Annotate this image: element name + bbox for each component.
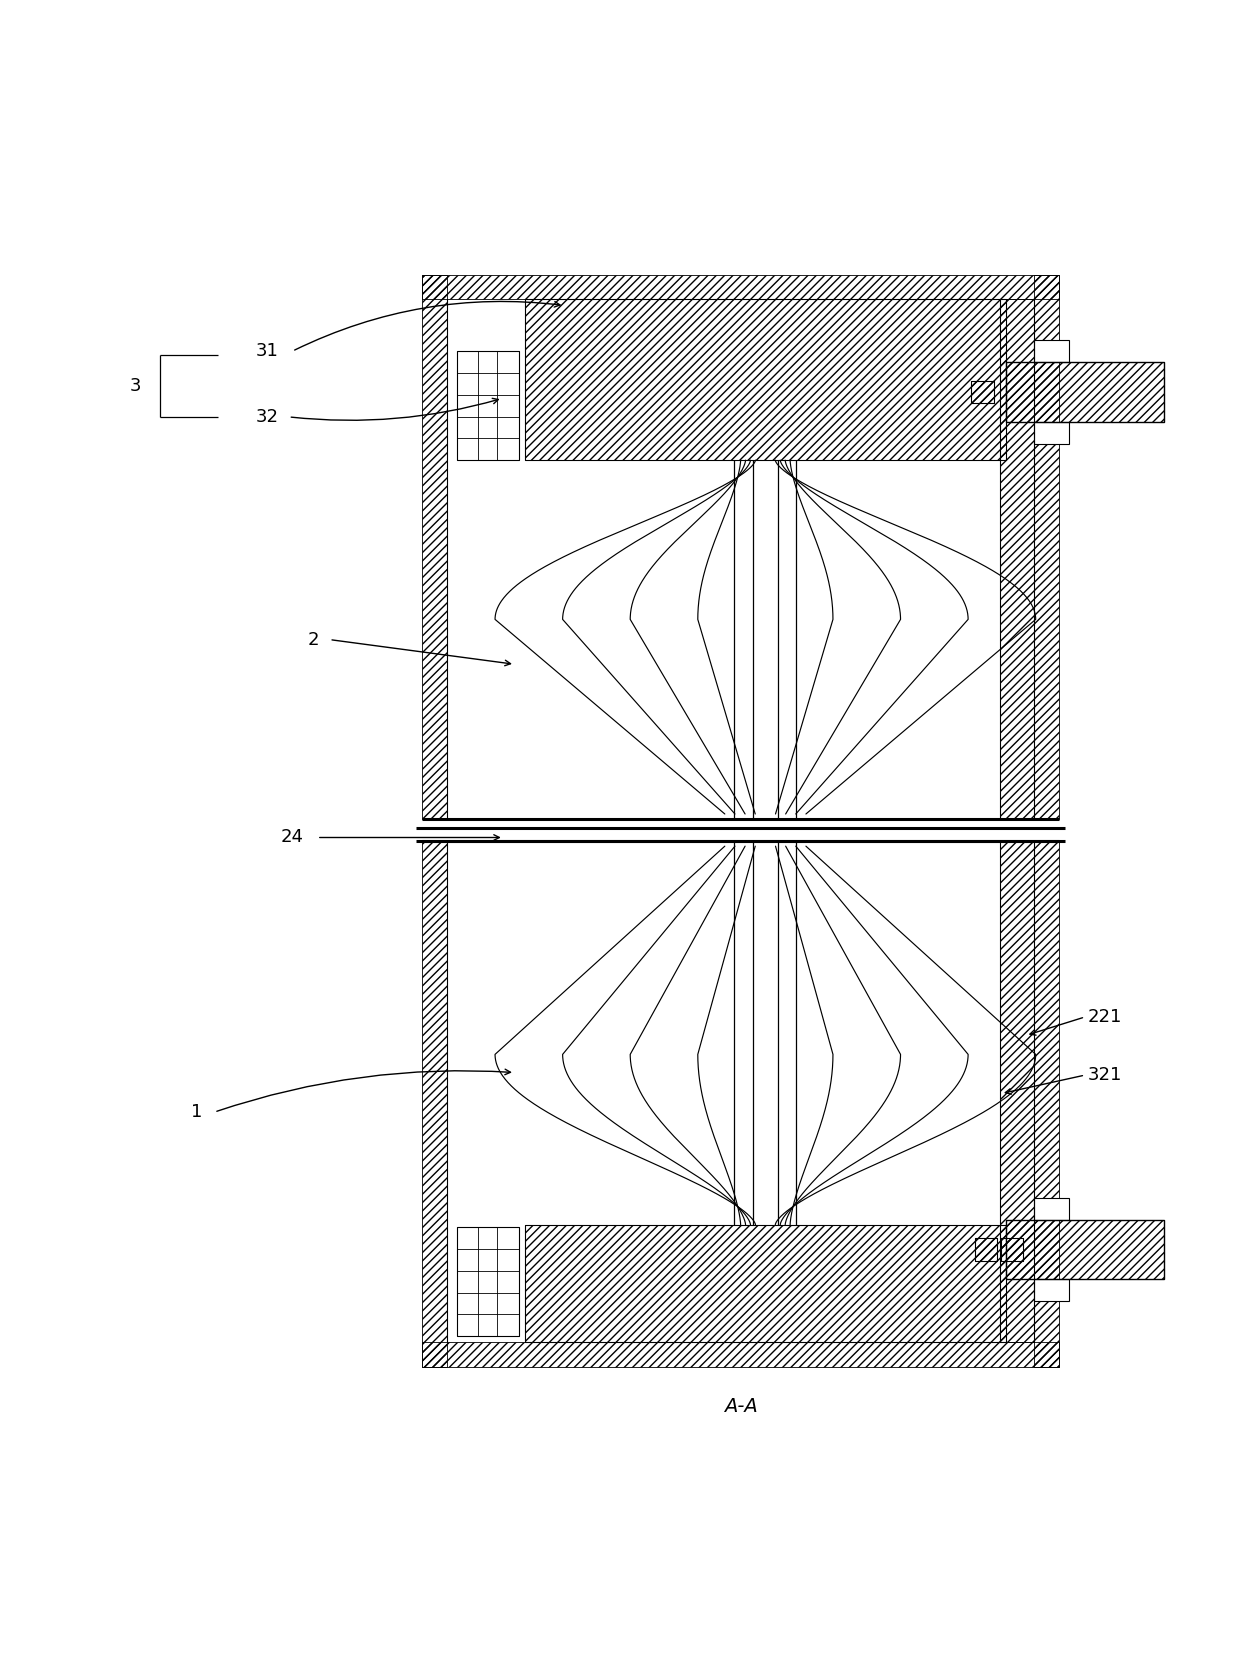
Bar — [975, 1238, 997, 1261]
Bar — [422, 841, 446, 1367]
Text: 31: 31 — [255, 342, 279, 360]
Bar — [1034, 275, 1059, 819]
Bar — [456, 352, 518, 461]
Bar — [525, 300, 1006, 461]
Bar — [999, 841, 1034, 1342]
Bar — [525, 1224, 1006, 1342]
Bar — [422, 1342, 1059, 1367]
Bar — [1034, 422, 1069, 444]
Bar — [456, 1228, 518, 1337]
Bar — [1034, 1280, 1069, 1301]
Bar — [1006, 1219, 1164, 1280]
Text: 1: 1 — [191, 1104, 202, 1121]
Text: 32: 32 — [255, 407, 279, 425]
Bar — [525, 300, 1006, 461]
Bar — [1006, 1219, 1164, 1280]
Bar — [1034, 1198, 1069, 1219]
Bar — [999, 300, 1034, 819]
Bar — [1034, 841, 1059, 1367]
Text: 2: 2 — [308, 630, 319, 648]
Bar — [1006, 362, 1164, 422]
Text: 321: 321 — [1087, 1065, 1122, 1084]
Bar — [422, 275, 1059, 300]
Bar — [971, 380, 993, 404]
Text: A-A: A-A — [724, 1397, 758, 1415]
Bar — [1001, 1238, 1023, 1261]
Text: 3: 3 — [129, 377, 141, 395]
Bar — [971, 380, 993, 404]
Text: 221: 221 — [1087, 1008, 1122, 1025]
Bar — [525, 1224, 1006, 1342]
Bar — [975, 1238, 997, 1261]
Bar — [1034, 340, 1069, 362]
Bar — [422, 275, 446, 819]
Text: 24: 24 — [280, 829, 304, 846]
Bar — [1006, 362, 1164, 422]
Bar — [1001, 1238, 1023, 1261]
